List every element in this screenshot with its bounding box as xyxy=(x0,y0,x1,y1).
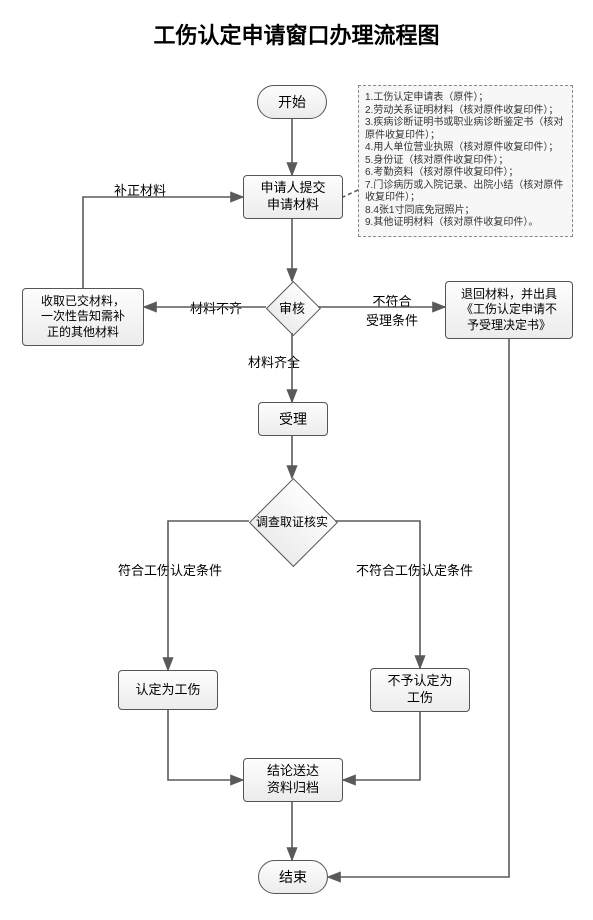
node-end: 结束 xyxy=(258,860,328,894)
node-investigate-label: 调查取证核实 xyxy=(219,478,365,564)
node-collect: 收取已交材料，一次性告知需补正的其他材料 xyxy=(22,288,144,346)
node-deny-label: 不予认定为工伤 xyxy=(387,673,452,707)
node-end-label: 结束 xyxy=(279,868,307,886)
node-approve: 认定为工伤 xyxy=(118,670,218,710)
node-reject: 退回材料，并出具《工伤认定申请不予受理决定书》 xyxy=(445,281,573,339)
node-start-label: 开始 xyxy=(278,93,306,111)
node-reject-label: 退回材料，并出具《工伤认定申请不予受理决定书》 xyxy=(461,287,557,334)
materials-note: 1.工伤认定申请表（原件）；2.劳动关系证明材料（核对原件收复印件）；3.疾病诊… xyxy=(358,85,573,237)
node-review: 审核 xyxy=(266,281,318,333)
node-collect-label: 收取已交材料，一次性告知需补正的其他材料 xyxy=(41,294,125,341)
node-deny: 不予认定为工伤 xyxy=(370,668,470,712)
label-not-meets: 不符合工伤认定条件 xyxy=(356,560,473,579)
node-accept-label: 受理 xyxy=(279,410,307,428)
label-meets: 符合工伤认定条件 xyxy=(118,560,222,579)
flowchart-canvas: 工伤认定申请窗口办理流程图 开始 申请人提交申请材料 审核 收取已交材料，一次性… xyxy=(0,0,593,920)
node-deliver-label: 结论送达资料归档 xyxy=(267,763,319,797)
node-approve-label: 认定为工伤 xyxy=(135,682,200,699)
node-investigate: 调查取证核实 xyxy=(249,478,335,564)
label-not-qualified: 不符合受理条件 xyxy=(366,291,418,329)
node-accept: 受理 xyxy=(258,402,328,436)
node-review-label: 审核 xyxy=(248,281,336,333)
label-supplement: 补正材料 xyxy=(114,180,166,199)
page-title: 工伤认定申请窗口办理流程图 xyxy=(0,18,593,50)
node-submit-label: 申请人提交申请材料 xyxy=(260,180,325,214)
node-start: 开始 xyxy=(257,85,327,119)
label-complete: 材料齐全 xyxy=(248,352,300,371)
node-submit: 申请人提交申请材料 xyxy=(243,175,343,219)
node-deliver: 结论送达资料归档 xyxy=(243,758,343,802)
label-incomplete: 材料不齐 xyxy=(190,298,242,317)
